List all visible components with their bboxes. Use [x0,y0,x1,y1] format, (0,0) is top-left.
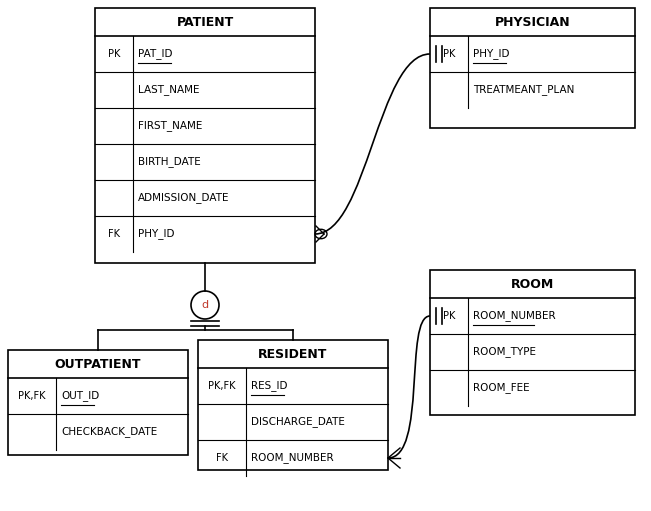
Text: ROOM: ROOM [511,277,554,290]
Text: PK: PK [108,49,120,59]
Text: PAT_ID: PAT_ID [138,49,173,59]
Text: PHYSICIAN: PHYSICIAN [495,15,570,29]
Text: ADMISSION_DATE: ADMISSION_DATE [138,193,230,203]
Text: ROOM_NUMBER: ROOM_NUMBER [251,453,333,463]
Text: FIRST_NAME: FIRST_NAME [138,121,202,131]
Text: RESIDENT: RESIDENT [258,347,327,360]
Text: DISCHARGE_DATE: DISCHARGE_DATE [251,416,345,428]
Text: OUTPATIENT: OUTPATIENT [55,358,141,370]
Text: PK,FK: PK,FK [208,381,236,391]
Text: ROOM_NUMBER: ROOM_NUMBER [473,311,555,321]
Text: PATIENT: PATIENT [176,15,234,29]
Text: BIRTH_DATE: BIRTH_DATE [138,156,201,168]
Text: FK: FK [108,229,120,239]
Text: PK: PK [443,311,455,321]
Text: ROOM_FEE: ROOM_FEE [473,383,530,393]
Text: OUT_ID: OUT_ID [61,390,99,402]
Text: PHY_ID: PHY_ID [138,228,174,240]
Text: CHECKBACK_DATE: CHECKBACK_DATE [61,427,158,437]
Text: PK,FK: PK,FK [18,391,46,401]
Text: TREATMEANT_PLAN: TREATMEANT_PLAN [473,84,574,96]
Bar [198,340,388,470]
Text: PHY_ID: PHY_ID [473,49,510,59]
Text: ROOM_TYPE: ROOM_TYPE [473,346,536,358]
Bar [430,270,635,415]
Text: RES_ID: RES_ID [251,381,288,391]
Bar [430,8,635,128]
Bar [8,350,188,455]
Text: PK: PK [443,49,455,59]
Text: LAST_NAME: LAST_NAME [138,84,199,96]
Bar [95,8,315,263]
Text: FK: FK [216,453,228,463]
Text: d: d [201,300,208,310]
